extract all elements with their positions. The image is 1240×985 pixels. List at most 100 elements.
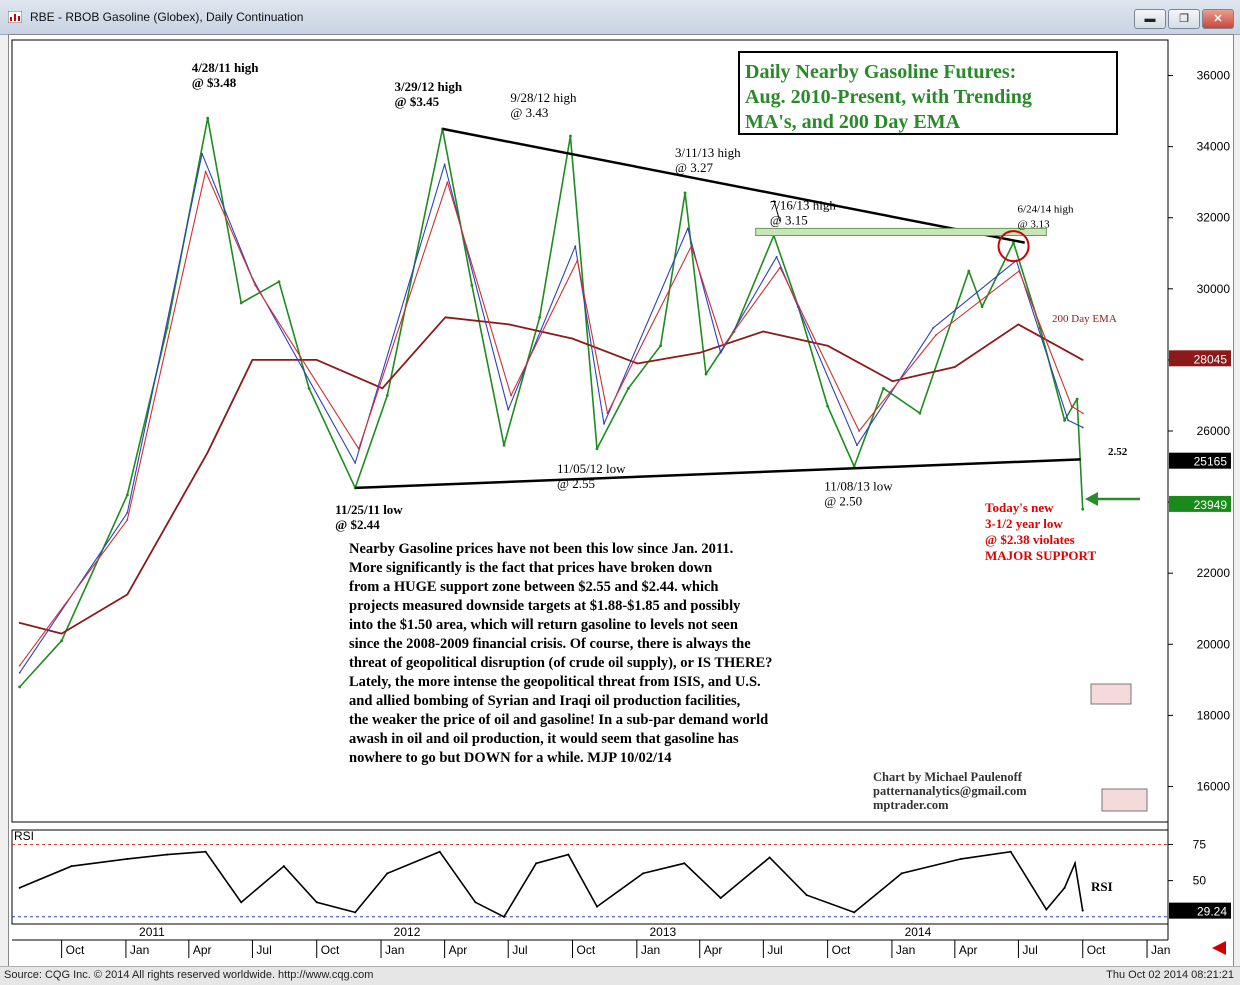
data-point — [507, 408, 510, 411]
support-trendline — [355, 458, 1081, 490]
data-point — [277, 280, 281, 284]
annotation-label: 7/16/13 high — [770, 198, 837, 213]
data-point — [125, 493, 129, 497]
x-tick-label: Oct — [1087, 943, 1106, 957]
rsi-value-label: 29.24 — [1197, 905, 1227, 919]
new-low-note: MAJOR SUPPORT — [985, 548, 1096, 563]
x-tick-label: Jan — [130, 943, 149, 957]
data-point — [1070, 405, 1073, 408]
title-box — [738, 51, 1118, 135]
credit-line: Chart by Michael Paulenoff — [873, 770, 1023, 784]
price-marker-label: 25165 — [1194, 455, 1228, 469]
x-tick-label: Jan — [896, 943, 915, 957]
commentary-line: and allied bombing of Syrian and Iraqi o… — [349, 693, 741, 709]
rsi-point — [503, 915, 506, 918]
close-button[interactable]: ✕ — [1202, 9, 1234, 29]
annotation-label: 4/28/11 high — [192, 60, 260, 75]
commentary-line: projects measured downside targets at $1… — [349, 598, 741, 614]
rsi-tick-label: 50 — [1193, 874, 1207, 888]
y-tick-label: 20000 — [1197, 637, 1231, 651]
data-point — [856, 444, 858, 447]
restore-button[interactable]: ❐ — [1168, 9, 1200, 29]
chart-title: Daily Nearby Gasoline Futures: — [745, 61, 1016, 83]
x-tick-label: Jan — [385, 943, 404, 957]
data-point — [354, 462, 357, 464]
data-point — [251, 359, 254, 361]
rsi-point — [642, 872, 645, 875]
annotation-label: 9/28/12 high — [510, 90, 577, 105]
rsi-series-label: RSI — [1091, 879, 1113, 894]
x-tick-label: Oct — [577, 943, 596, 957]
data-point — [918, 411, 922, 415]
x-tick-label: Apr — [959, 943, 978, 957]
x-tick-label: Oct — [321, 943, 340, 957]
minimize-button[interactable]: ▬ — [1134, 9, 1166, 29]
annotation-label: @ $3.45 — [395, 94, 440, 109]
annotation-label: 3/11/13 high — [675, 145, 741, 160]
annotation-label: @ $2.44 — [335, 517, 380, 532]
x-tick-label: Jul — [256, 943, 271, 957]
annotation-label: @ 2.55 — [557, 476, 595, 491]
commentary-line: from a HUGE support zone between $2.55 a… — [349, 579, 719, 595]
x-tick-label: Apr — [193, 943, 212, 957]
x-tick-label: Apr — [704, 943, 723, 957]
data-point — [60, 639, 64, 643]
data-point — [510, 394, 512, 397]
x-tick-label: Apr — [449, 943, 468, 957]
new-low-arrow-head — [1085, 492, 1098, 506]
data-point — [470, 283, 474, 287]
data-point — [576, 259, 579, 262]
data-point — [201, 152, 204, 155]
x-tick-label: Jul — [767, 943, 782, 957]
data-point — [381, 387, 384, 390]
data-point — [686, 227, 689, 230]
rsi-point — [70, 865, 73, 868]
data-point — [627, 386, 630, 390]
price-marker — [1169, 495, 1231, 512]
data-point — [636, 362, 639, 365]
data-point — [698, 351, 701, 354]
resistance-zone — [755, 227, 1047, 237]
new-low-note: @ $2.38 violates — [985, 532, 1075, 547]
source-text: Source: CQG Inc. © 2014 All rights reser… — [4, 969, 374, 981]
rsi-point — [1074, 862, 1077, 865]
annotation-label: 6/24/14 high — [1018, 204, 1074, 216]
x-tick-label: Jan — [641, 943, 660, 957]
y-tick-label: 16000 — [1197, 779, 1231, 793]
commentary-line: nowhere to go but DOWN for a while. MJP … — [349, 750, 671, 766]
rsi-point — [595, 905, 598, 908]
chart-title: Aug. 2010-Present, with Trending — [745, 86, 1032, 108]
data-point — [444, 316, 447, 319]
rsi-point — [282, 865, 285, 868]
rsi-point — [386, 872, 389, 875]
annotation-label: 11/25/11 low — [335, 502, 403, 517]
scroll-left-arrow-icon[interactable] — [1212, 941, 1226, 955]
data-point — [569, 134, 572, 138]
rsi-point — [719, 896, 722, 899]
price-marker — [1169, 452, 1231, 469]
app-icon — [8, 11, 22, 23]
data-point — [690, 245, 693, 248]
rsi-tick-label: 75 — [1193, 837, 1207, 851]
data-point — [1012, 241, 1015, 245]
high-marker-circle — [997, 230, 1030, 263]
annotation-label: @ 3.27 — [675, 160, 713, 175]
data-point — [762, 330, 765, 333]
y-tick-label: 18000 — [1197, 708, 1231, 722]
commentary-line: since the 2008-2009 financial crisis. Of… — [349, 636, 751, 652]
data-point — [606, 412, 609, 415]
rsi-point — [853, 911, 856, 914]
rsi-point — [18, 886, 21, 889]
credit-line: patternanalytics@gmail.com — [873, 784, 1027, 798]
data-point — [126, 518, 129, 521]
y-tick-label: 30000 — [1197, 282, 1231, 296]
commentary-line: into the $1.50 area, which will return g… — [349, 617, 738, 633]
rsi-point — [354, 911, 357, 914]
data-point — [18, 622, 21, 624]
data-point — [1075, 397, 1079, 401]
y-tick-label: 26000 — [1197, 424, 1231, 438]
data-point — [446, 181, 449, 184]
y-tick-label: 32000 — [1197, 211, 1231, 225]
rsi-point — [474, 901, 477, 904]
